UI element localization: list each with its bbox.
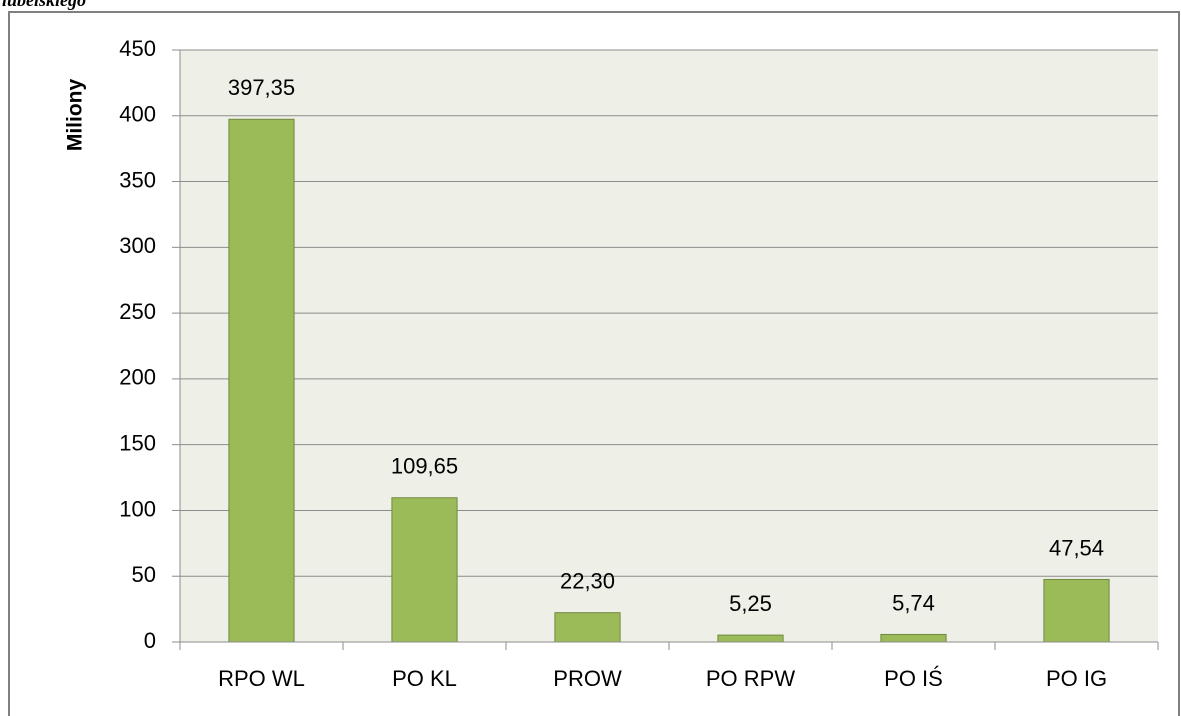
y-tick-label: 250 [119, 299, 156, 324]
x-tick-label: PROW [553, 666, 622, 691]
y-tick-label: 50 [132, 562, 156, 587]
x-tick-label: PO RPW [706, 666, 795, 691]
y-tick-label: 450 [119, 36, 156, 61]
data-label: 109,65 [391, 454, 458, 479]
data-label: 397,35 [228, 75, 295, 100]
x-tick-label: PO KL [392, 666, 457, 691]
y-tick-label: 200 [119, 365, 156, 390]
bar [554, 612, 621, 643]
bar [880, 633, 947, 643]
bar [1043, 578, 1110, 643]
caption: lubelskiego [2, 0, 86, 10]
x-tick-label: PO IG [1046, 666, 1107, 691]
y-tick-label: 300 [119, 233, 156, 258]
bar [717, 634, 784, 643]
y-tick-label: 0 [144, 628, 156, 653]
data-label: 22,30 [560, 568, 615, 593]
data-label: 5,25 [729, 591, 772, 616]
y-tick-label: 400 [119, 102, 156, 127]
bar [391, 497, 458, 643]
plot-area [180, 50, 1158, 642]
y-tick-label: 100 [119, 496, 156, 521]
y-axis-label: Miliony [64, 79, 87, 152]
x-tick-label: RPO WL [218, 666, 305, 691]
data-label: 47,54 [1049, 535, 1104, 560]
y-tick-label: 150 [119, 430, 156, 455]
data-label: 5,74 [892, 590, 935, 615]
x-tick-label: PO IŚ [884, 666, 943, 691]
bar [228, 118, 295, 643]
y-tick-label: 350 [119, 167, 156, 192]
